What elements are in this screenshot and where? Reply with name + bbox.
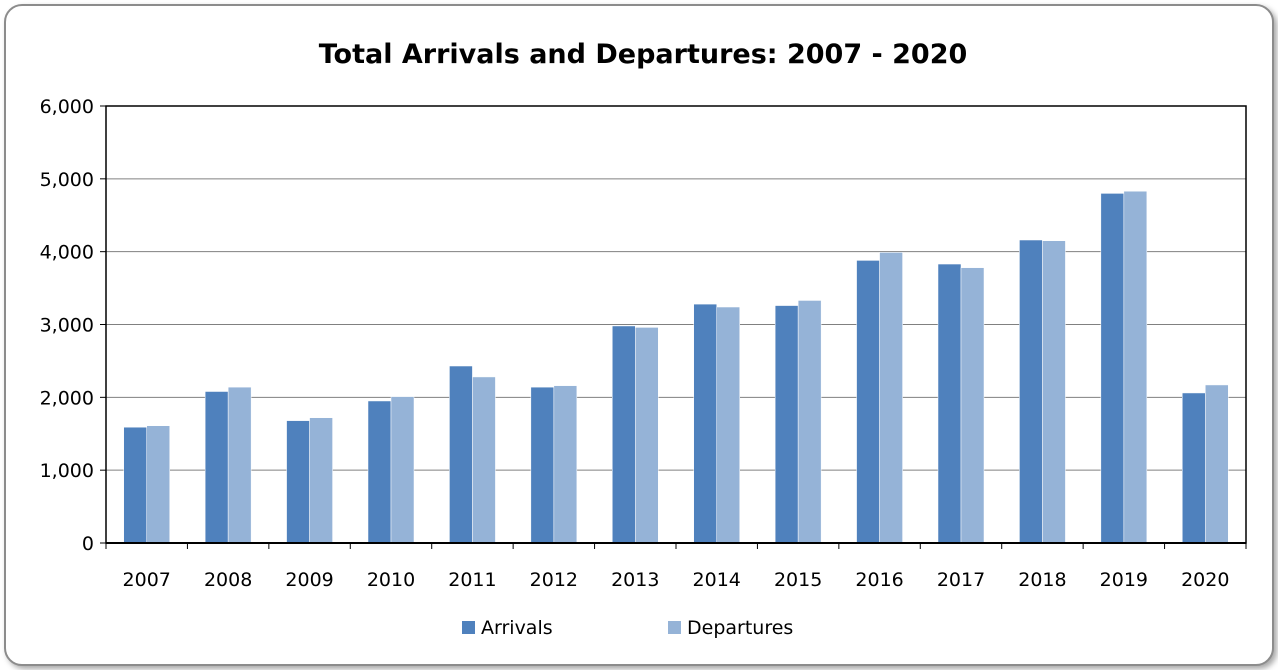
- bar-departures-2013: [635, 327, 659, 544]
- legend: Arrivals Departures: [462, 617, 793, 639]
- x-tick-label: 2017: [937, 569, 985, 591]
- bar-departures-2008: [227, 386, 252, 544]
- bar-departures-2012: [553, 385, 578, 544]
- x-tick-label: 2020: [1181, 569, 1229, 591]
- x-tick-label: 2018: [1018, 569, 1066, 591]
- bar-arrivals-2012: [530, 386, 555, 544]
- gridlines: [106, 178, 1246, 471]
- bar-departures-2016: [879, 252, 903, 544]
- bar-arrivals-2010: [367, 400, 392, 544]
- y-tick-label: 0: [82, 533, 94, 555]
- bar-arrivals-2011: [449, 365, 473, 544]
- x-tick-label: 2015: [774, 569, 822, 591]
- y-tick-label: 6,000: [40, 96, 94, 118]
- bar-departures-2011: [472, 376, 496, 544]
- bar-arrivals-2014: [693, 303, 717, 544]
- y-tick-label: 2,000: [40, 387, 94, 409]
- bar-arrivals-2015: [774, 305, 799, 544]
- legend-label-departures: Departures: [687, 617, 793, 639]
- bar-chart: Total Arrivals and Departures: 2007 - 20…: [40, 39, 1247, 639]
- bar-departures-2018: [1042, 240, 1066, 544]
- x-tick-labels: 2007 2008 2009 2010 2011 2012 2013 2014 2015 2016…: [123, 569, 1230, 591]
- y-tick-label: 3,000: [40, 315, 94, 337]
- y-tick-labels: 0 1,000 2,000 3,000 4,000 5,000 6,000: [40, 96, 94, 555]
- bar-departures-2020: [1205, 384, 1229, 544]
- bar-arrivals-2019: [1100, 193, 1125, 544]
- bar-departures-2010: [390, 396, 415, 544]
- bar-arrivals-2020: [1182, 392, 1206, 544]
- x-tick-label: 2011: [448, 569, 496, 591]
- x-tick-label: 2007: [123, 569, 171, 591]
- x-tick-label: 2012: [530, 569, 578, 591]
- bar-arrivals-2009: [286, 420, 310, 544]
- bar-arrivals-2007: [123, 426, 147, 544]
- x-tick-label: 2013: [611, 569, 659, 591]
- x-tick-label: 2016: [855, 569, 903, 591]
- chart-frame: Total Arrivals and Departures: 2007 - 20…: [4, 4, 1274, 666]
- bar-arrivals-2016: [856, 260, 880, 544]
- x-tick-label: 2019: [1100, 569, 1148, 591]
- x-tick-label: 2010: [367, 569, 415, 591]
- bar-departures-2014: [716, 306, 740, 544]
- bar-departures-2019: [1123, 190, 1148, 544]
- legend-swatch-arrivals: [462, 621, 475, 634]
- bar-arrivals-2008: [204, 391, 229, 544]
- bar-arrivals-2013: [612, 325, 636, 544]
- bar-departures-2009: [309, 417, 333, 544]
- x-tick-label: 2008: [204, 569, 252, 591]
- chart-title: Total Arrivals and Departures: 2007 - 20…: [319, 39, 968, 70]
- y-tick-label: 4,000: [40, 242, 94, 264]
- x-tick-label: 2009: [285, 569, 333, 591]
- bar-departures-2017: [960, 267, 985, 544]
- axes: [100, 105, 1247, 549]
- y-tick-label: 1,000: [40, 460, 94, 482]
- bar-arrivals-2018: [1019, 239, 1043, 544]
- legend-label-arrivals: Arrivals: [481, 617, 553, 639]
- bar-departures-2015: [797, 300, 822, 544]
- y-tick-label: 5,000: [40, 169, 94, 191]
- bar-arrivals-2017: [937, 263, 962, 544]
- legend-swatch-departures: [668, 621, 681, 634]
- bar-departures-2007: [146, 425, 170, 544]
- bars: [123, 190, 1229, 544]
- x-tick-label: 2014: [693, 569, 741, 591]
